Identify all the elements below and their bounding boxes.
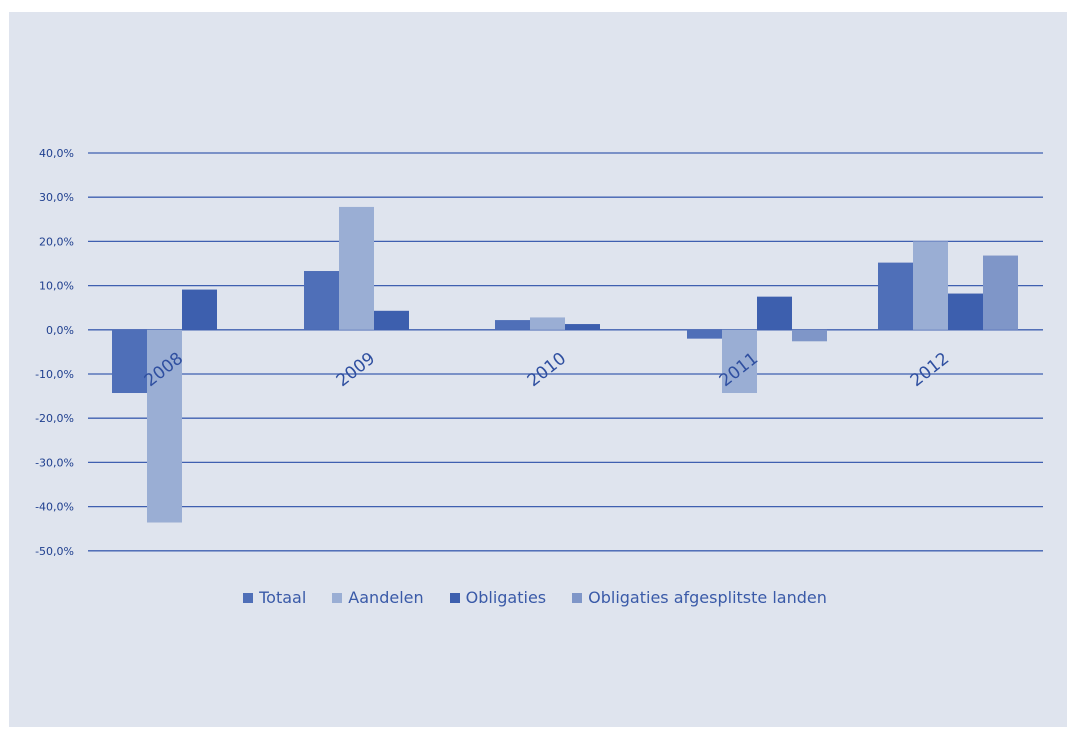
y-tick-label: 40,0% — [39, 147, 74, 160]
x-category-label: 2012 — [907, 349, 953, 391]
y-tick-label: -20,0% — [35, 412, 74, 425]
bar-obligaties-2008 — [182, 289, 217, 330]
y-tick-label: -10,0% — [35, 368, 74, 381]
legend-item: Obligaties afgesplitste landen — [572, 588, 827, 607]
bar-aandelen-2010 — [530, 317, 565, 330]
bar-totaal-2011 — [687, 329, 722, 339]
legend-label: Obligaties — [465, 588, 547, 607]
legend-swatch — [243, 592, 254, 603]
x-axis-category-labels: 2008 2009 2010 2011 2012 — [141, 349, 953, 391]
bar-aandelen-2009 — [339, 206, 374, 330]
bar-totaal-2009 — [304, 271, 339, 330]
bar-aandelen-2008 — [147, 329, 182, 523]
bar-obligaties-2010 — [565, 324, 600, 330]
legend-label: Obligaties afgesplitste landen — [588, 588, 827, 607]
legend-swatch — [332, 592, 343, 603]
legend-label: Totaal — [259, 588, 307, 607]
bar-totaal-2012 — [878, 262, 913, 330]
legend-item: Aandelen — [332, 588, 424, 607]
legend-item: Obligaties — [449, 588, 547, 607]
bar-totaal-2008 — [112, 329, 147, 394]
x-category-label: 2010 — [524, 349, 570, 391]
y-tick-label: 30,0% — [39, 191, 74, 204]
x-category-label: 2009 — [333, 349, 379, 391]
y-tick-label: 10,0% — [39, 280, 74, 293]
gridlines — [88, 152, 1043, 552]
bar-aandelen-2011 — [722, 329, 757, 394]
y-tick-label: -40,0% — [35, 501, 74, 514]
bar-aandelen-2012 — [913, 241, 948, 330]
y-tick-label: -50,0% — [35, 545, 74, 558]
bar-obligaties-2011 — [757, 296, 792, 330]
y-tick-label: 20,0% — [39, 235, 74, 248]
bar-totaal-2010 — [495, 320, 530, 330]
legend-swatch — [449, 592, 460, 603]
chart-panel — [9, 12, 1067, 727]
legend-swatch — [572, 592, 583, 603]
y-tick-label: 0,0% — [46, 324, 74, 337]
legend-label: Aandelen — [348, 588, 424, 607]
bars — [112, 206, 1018, 523]
y-tick-label: -30,0% — [35, 456, 74, 469]
bar-obligaties-2012 — [948, 293, 983, 330]
bar-obligaties-2009 — [374, 310, 409, 330]
legend: Totaal Aandelen Obligaties Obligaties afges… — [0, 588, 1070, 607]
bar-obligaties-afgesplitste-landen-2011 — [792, 329, 827, 342]
legend-item: Totaal — [243, 588, 306, 607]
bar-obligaties-afgesplitste-landen-2012 — [983, 255, 1018, 330]
y-axis-tick-labels: 40,0% 30,0% 20,0% 10,0% 0,0% -10,0% -20,0% -30,… — [35, 147, 74, 558]
